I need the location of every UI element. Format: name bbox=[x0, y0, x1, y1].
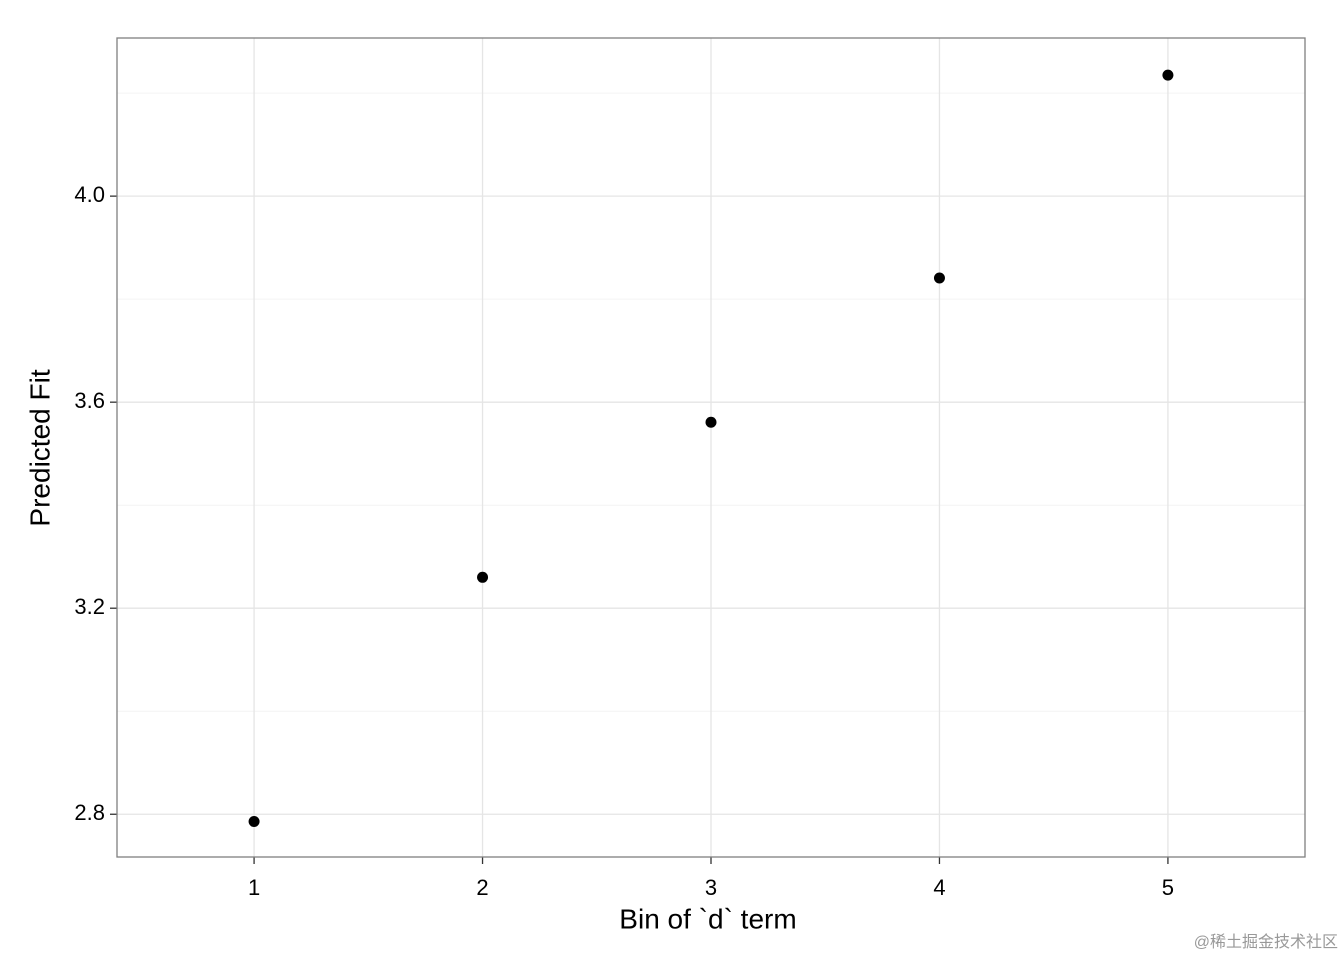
x-tick-label: 4 bbox=[933, 875, 945, 900]
y-tick-label: 3.6 bbox=[74, 388, 105, 413]
x-tick-label: 2 bbox=[476, 875, 488, 900]
point bbox=[477, 571, 489, 583]
y-tick-label: 3.2 bbox=[74, 594, 105, 619]
point bbox=[1162, 69, 1174, 81]
point bbox=[248, 815, 260, 827]
y-tick-label: 4.0 bbox=[74, 182, 105, 207]
x-tick-label: 3 bbox=[705, 875, 717, 900]
x-tick-label: 1 bbox=[248, 875, 260, 900]
y-axis-label: Predicted Fit bbox=[24, 369, 55, 526]
y-tick-label: 2.8 bbox=[74, 800, 105, 825]
plot-border bbox=[116, 37, 1306, 858]
point bbox=[705, 416, 717, 428]
x-axis-label: Bin of `d` term bbox=[619, 903, 796, 934]
watermark: @稀土掘金技术社区 bbox=[1194, 933, 1338, 951]
point bbox=[933, 272, 945, 284]
x-tick-label: 5 bbox=[1162, 875, 1174, 900]
